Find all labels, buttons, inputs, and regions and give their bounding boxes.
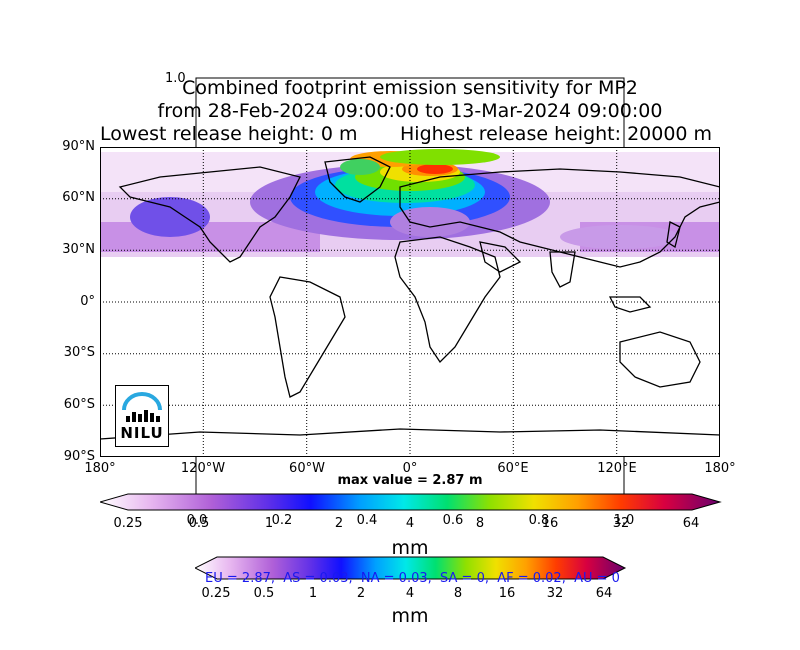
- nilu-logo-mark: [122, 392, 162, 422]
- lowest-release-height: Lowest release height: 0 m: [100, 123, 358, 145]
- graticule: [100, 147, 720, 457]
- lat-label-0: 0°: [80, 294, 95, 309]
- highest-release-height: Highest release height: 20000 m: [400, 123, 713, 145]
- colorbar-secondary-tick-0.25: 0.25: [201, 586, 231, 601]
- colorbar-main-tick-32: 32: [612, 516, 630, 531]
- colorbar-main-tick-1: 1: [264, 516, 274, 531]
- lon-label-60e: 60°E: [497, 461, 529, 476]
- colorbar-main: [100, 493, 722, 511]
- ghost-tick-0.0: 0.0: [186, 513, 208, 528]
- nilu-logo: NILU: [115, 385, 169, 447]
- colorbar-main-tick-0.25: 0.25: [113, 516, 143, 531]
- nilu-logo-text: NILU: [120, 424, 164, 442]
- lon-label-180w: 180°: [84, 461, 116, 476]
- colorbar-secondary-tick-32: 32: [546, 586, 564, 601]
- lon-label-120w: 120°W: [180, 461, 226, 476]
- colorbar-secondary-tick-16: 16: [498, 586, 516, 601]
- lat-label-90s: 90°S: [63, 449, 95, 464]
- lon-label-180e: 180°: [704, 461, 736, 476]
- lat-label-60n: 60°N: [62, 190, 95, 205]
- ghost-tick-0.8: 0.8: [528, 513, 550, 528]
- colorbar-secondary-tick-4: 4: [405, 586, 415, 601]
- world-map: [100, 147, 720, 457]
- ghost-tick-1.0: 1.0: [613, 513, 635, 528]
- title-line-1: Combined footprint emission sensitivity …: [182, 77, 638, 99]
- lat-label-30s: 30°S: [63, 345, 95, 360]
- colorbar-main-tick-16: 16: [541, 516, 559, 531]
- colorbar-secondary-tick-0.5: 0.5: [253, 586, 275, 601]
- lon-label-0: 0°: [402, 461, 418, 476]
- colorbar-main-tick-0.5: 0.5: [188, 516, 210, 531]
- ghost-tick-0.4: 0.4: [356, 513, 378, 528]
- colorbar-secondary: [195, 556, 627, 580]
- title-line-3: Lowest release height: 0 m Highest relea…: [100, 123, 740, 146]
- lat-label-90n: 90°N: [62, 139, 95, 154]
- colorbar-secondary-tick-64: 64: [595, 586, 613, 601]
- colorbar-main-unit: mm: [391, 537, 429, 559]
- colorbar-secondary-tick-2: 2: [356, 586, 366, 601]
- ghost-tick-0.6: 0.6: [442, 513, 464, 528]
- ghost-tick-0.2: 0.2: [271, 513, 293, 528]
- lat-label-60s: 60°S: [63, 397, 95, 412]
- lon-label-120e: 120°E: [597, 461, 637, 476]
- lon-label-60w: 60°W: [289, 461, 325, 476]
- title-line-2: from 28-Feb-2024 09:00:00 to 13-Mar-2024…: [157, 100, 663, 122]
- lat-label-30n: 30°N: [62, 242, 95, 257]
- colorbar-main-tick-4: 4: [405, 516, 415, 531]
- colorbar-secondary-tick-1: 1: [308, 586, 318, 601]
- colorbar-main-tick-64: 64: [682, 516, 700, 531]
- colorbar-secondary-tick-8: 8: [453, 586, 463, 601]
- colorbar-secondary-unit: mm: [391, 605, 429, 627]
- ghost-axis-top-label: 1.0: [165, 71, 186, 86]
- colorbar-main-tick-2: 2: [334, 516, 344, 531]
- max-value-label: max value = 2.87 m: [337, 473, 483, 488]
- region-summary: EU = 2.87, AS = 0.03, NA = 0.03, SA = 0,…: [205, 571, 620, 586]
- colorbar-main-tick-8: 8: [475, 516, 485, 531]
